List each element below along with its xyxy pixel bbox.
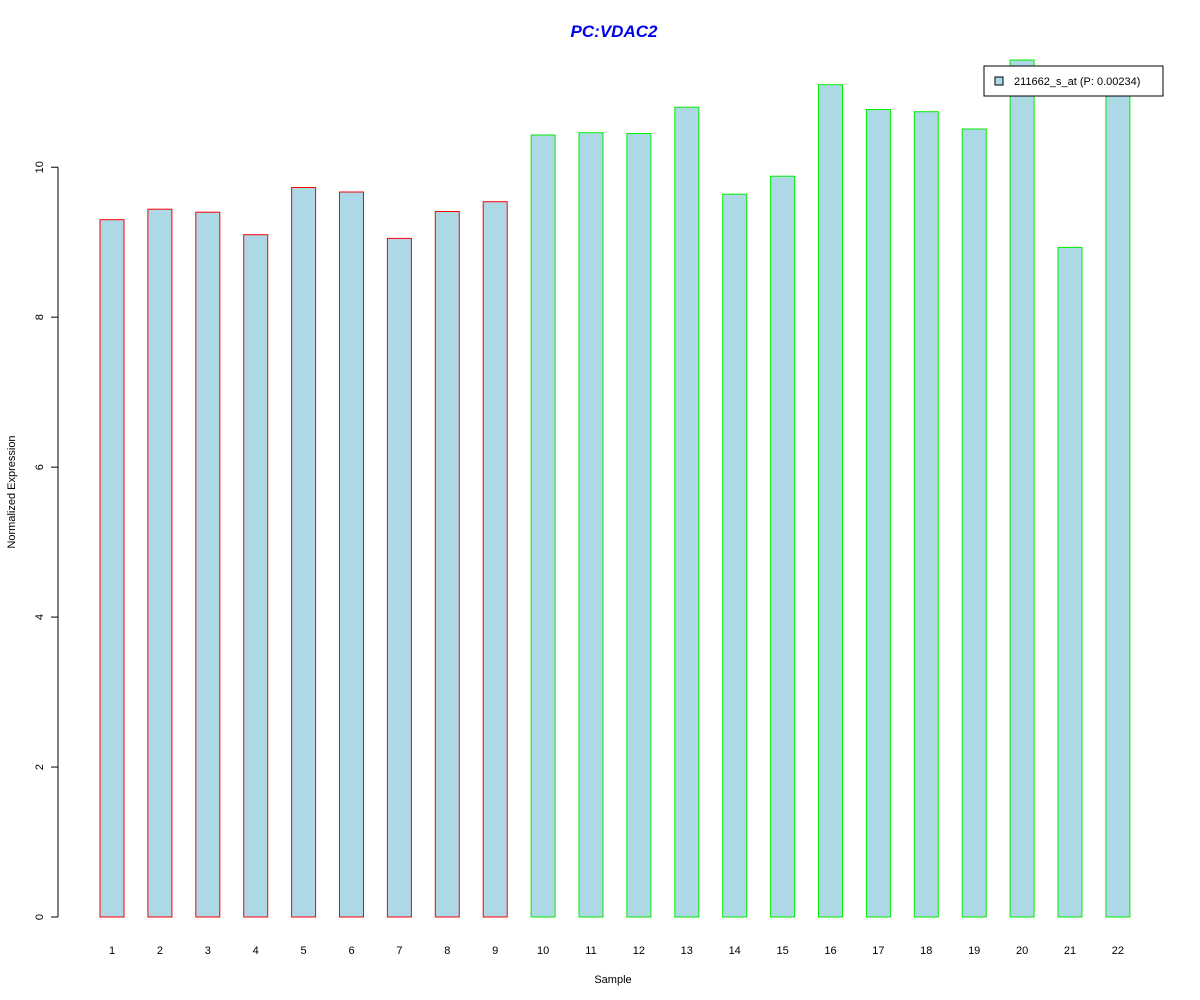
x-tick-label: 13	[681, 945, 693, 957]
y-tick-label: 4	[34, 614, 46, 620]
bar-sample-4	[243, 234, 269, 918]
x-tick-label: 7	[396, 945, 402, 957]
bar-sample-22	[1105, 95, 1131, 918]
legend-series-label: 211662_s_at (P: 0.00234)	[1014, 76, 1140, 88]
bar-sample-20	[1009, 59, 1035, 918]
bars	[99, 59, 1131, 918]
x-tick-label: 8	[444, 945, 450, 957]
x-tick-label: 5	[301, 945, 307, 957]
y-tick-label: 2	[34, 764, 46, 770]
x-tick-label: 12	[633, 945, 645, 957]
x-tick-label: 20	[1016, 945, 1028, 957]
bar-sample-13	[674, 106, 700, 918]
legend-box	[983, 65, 1164, 97]
chart-title: PC:VDAC2	[571, 22, 658, 41]
legend: 211662_s_at (P: 0.00234)	[983, 65, 1164, 97]
bar-sample-6	[339, 191, 364, 918]
bar-sample-17	[865, 109, 891, 918]
y-tick-label: 8	[34, 314, 46, 320]
bar-sample-1	[99, 219, 125, 918]
x-tick-label: 10	[537, 945, 549, 957]
x-tick-label: 16	[824, 945, 836, 957]
bar-sample-5	[291, 187, 317, 918]
bar-sample-7	[386, 237, 412, 918]
x-tick-label: 11	[585, 945, 596, 957]
x-tick-label: 17	[872, 945, 884, 957]
bar-sample-14	[722, 193, 748, 918]
bar-sample-16	[818, 84, 843, 918]
x-tick-label: 22	[1112, 945, 1124, 957]
x-tick-label: 9	[492, 945, 498, 957]
x-tick-label: 15	[776, 945, 788, 957]
x-tick-label: 21	[1064, 945, 1076, 957]
x-tick-labels: 1 2 3 4 5 6 7 8 9 10 11 12 13 14 15 16 17 18 19 20 21 22	[109, 945, 1124, 957]
x-tick-label: 4	[253, 945, 259, 957]
x-tick-label: 2	[157, 945, 163, 957]
x-tick-label: 6	[348, 945, 354, 957]
bar-sample-9	[482, 201, 508, 918]
x-tick-label: 19	[968, 945, 980, 957]
bar-sample-2	[147, 208, 173, 918]
x-tick-label: 1	[109, 945, 115, 957]
x-tick-label: 18	[920, 945, 932, 957]
bar-sample-21	[1057, 246, 1083, 918]
bar-sample-12	[626, 133, 652, 918]
x-axis-label: Sample	[594, 974, 631, 986]
y-tick-label: 10	[34, 161, 46, 173]
y-axis: 0 2 4 6 8 10	[34, 161, 59, 920]
legend-swatch	[994, 76, 1004, 86]
x-tick-label: 3	[205, 945, 211, 957]
bar-sample-3	[195, 211, 221, 918]
bar-sample-11	[578, 132, 604, 918]
y-tick-label: 0	[34, 914, 46, 920]
x-tick-label: 14	[729, 945, 741, 957]
bar-sample-10	[530, 134, 556, 918]
bar-sample-8	[434, 211, 460, 918]
bar-sample-15	[770, 175, 796, 918]
bar-sample-18	[913, 111, 939, 918]
bar-sample-19	[961, 128, 987, 918]
y-tick-label: 6	[34, 464, 46, 470]
y-axis-label: Normalized Expression	[6, 435, 18, 548]
